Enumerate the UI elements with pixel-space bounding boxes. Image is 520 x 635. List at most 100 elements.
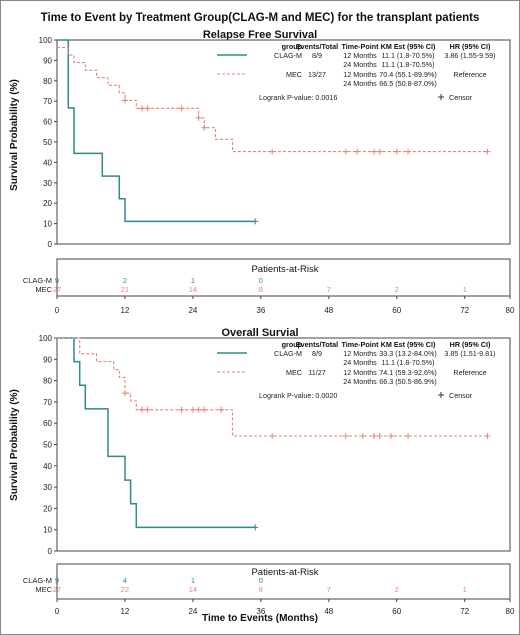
y-tick-label: 60	[43, 118, 52, 127]
censor-mark-mec	[178, 105, 185, 112]
y-tick-label: 40	[43, 158, 52, 167]
risk-count-mec: 7	[327, 585, 331, 594]
legend-header-events: Events/Total	[296, 340, 338, 349]
x-tick-label: 80	[506, 306, 515, 315]
y-tick-label: 70	[43, 398, 52, 407]
censor-legend-icon	[438, 94, 444, 100]
risk-table-header: Patients-at-Risk	[251, 264, 318, 275]
legend-timepoint: 12 Months	[343, 51, 377, 60]
censor-mark-mec	[484, 432, 491, 439]
legend-header-km: KM Est (95% CI)	[381, 340, 436, 349]
x-tick-label: 12	[120, 607, 129, 616]
risk-count-mec: 1	[463, 585, 467, 594]
censor-mark-mec	[405, 148, 412, 155]
legend-hazard-ratio: Reference	[453, 368, 486, 377]
x-tick-label: 60	[392, 607, 401, 616]
censor-mark-mec	[269, 432, 276, 439]
censor-legend-label: Censor	[449, 391, 473, 400]
legend-group-name: CLAG-M	[274, 51, 302, 60]
censor-mark-mec	[342, 432, 349, 439]
risk-row-label: MEC	[35, 585, 52, 594]
risk-count-clag-m: 0	[259, 276, 263, 285]
legend-header-group: group	[282, 340, 303, 349]
censor-mark-mec	[342, 148, 349, 155]
risk-count-clag-m: 0	[259, 576, 263, 585]
censor-mark-mec	[269, 148, 276, 155]
x-tick-label: 36	[256, 306, 265, 315]
censor-mark-clag-m	[252, 218, 259, 225]
censor-legend-label: Censor	[449, 93, 473, 102]
logrank-pvalue: Logrank P-value: 0.0020	[259, 391, 337, 400]
censor-mark-mec	[138, 406, 145, 413]
risk-count-clag-m: 9	[55, 576, 59, 585]
y-tick-label: 20	[43, 199, 52, 208]
censor-mark-mec	[359, 432, 366, 439]
censor-mark-mec	[393, 148, 400, 155]
legend-header-timepoint: Time-Point	[341, 340, 379, 349]
x-tick-label: 60	[392, 306, 401, 315]
y-tick-label: 50	[43, 441, 52, 450]
censor-mark-mec	[144, 105, 151, 112]
risk-count-clag-m: 1	[191, 276, 195, 285]
risk-row-label: CLAG-M	[23, 276, 52, 285]
censor-mark-mec	[201, 124, 208, 131]
km-curve-clag-m	[57, 337, 256, 529]
y-axis-label: Survival Probability (%)	[9, 389, 20, 501]
y-tick-label: 10	[43, 526, 52, 535]
risk-count-mec: 21	[121, 285, 129, 294]
risk-count-mec: 14	[189, 285, 197, 294]
legend-timepoint: 24 Months	[343, 358, 377, 367]
risk-count-mec: 22	[121, 585, 129, 594]
risk-count-mec: 7	[327, 285, 331, 294]
censor-mark-mec	[371, 148, 378, 155]
y-tick-label: 80	[43, 77, 52, 86]
y-tick-label: 80	[43, 377, 52, 386]
legend-km-estimate: 66.3 (50.5-86.9%)	[379, 377, 437, 386]
legend-km-estimate: 11.1 (1.8-70.5%)	[381, 60, 434, 69]
x-tick-label: 24	[188, 607, 197, 616]
risk-count-mec: 2	[395, 585, 399, 594]
y-tick-label: 100	[39, 36, 53, 45]
legend-km-estimate: 70.4 (55.1-89.9%)	[379, 70, 437, 79]
censor-mark-mec	[178, 406, 185, 413]
legend-km-estimate: 66.5 (50.8-87.0%)	[379, 79, 437, 88]
y-tick-label: 90	[43, 355, 52, 364]
censor-mark-mec	[195, 114, 202, 121]
y-tick-label: 60	[43, 419, 52, 428]
y-tick-label: 30	[43, 179, 52, 188]
legend-timepoint: 24 Months	[343, 79, 377, 88]
risk-count-mec: 8	[259, 285, 263, 294]
y-tick-label: 70	[43, 97, 52, 106]
y-tick-label: 0	[48, 240, 53, 249]
legend-timepoint: 24 Months	[343, 60, 377, 69]
y-tick-label: 30	[43, 483, 52, 492]
y-tick-label: 50	[43, 138, 52, 147]
censor-mark-mec	[201, 406, 208, 413]
x-tick-label: 0	[55, 607, 60, 616]
logrank-pvalue: Logrank P-value: 0.0016	[259, 93, 337, 102]
legend-header-hr: HR (95% CI)	[450, 340, 491, 349]
risk-count-clag-m: 1	[191, 576, 195, 585]
y-tick-label: 40	[43, 462, 52, 471]
legend-km-estimate: 11.1 (1.8-70.5%)	[381, 358, 434, 367]
x-tick-label: 80	[506, 607, 515, 616]
legend-events: 11/27	[308, 368, 325, 377]
figure-title: Time to Event by Treatment Group(CLAG-M …	[41, 12, 480, 24]
censor-mark-mec	[388, 432, 395, 439]
risk-table-frame	[56, 258, 511, 297]
legend-header-hr: HR (95% CI)	[450, 42, 491, 51]
legend-timepoint: 12 Months	[343, 70, 377, 79]
censor-mark-clag-m	[252, 524, 259, 531]
censor-mark-mec	[218, 406, 225, 413]
km-curve-clag-m	[57, 39, 256, 223]
censor-mark-mec	[376, 432, 383, 439]
censor-mark-mec	[376, 148, 383, 155]
y-tick-label: 100	[39, 334, 53, 343]
legend-header-events: Events/Total	[296, 42, 338, 51]
risk-count-mec: 14	[189, 585, 197, 594]
x-tick-label: 48	[324, 607, 333, 616]
risk-count-mec: 8	[259, 585, 263, 594]
censor-mark-mec	[144, 406, 151, 413]
